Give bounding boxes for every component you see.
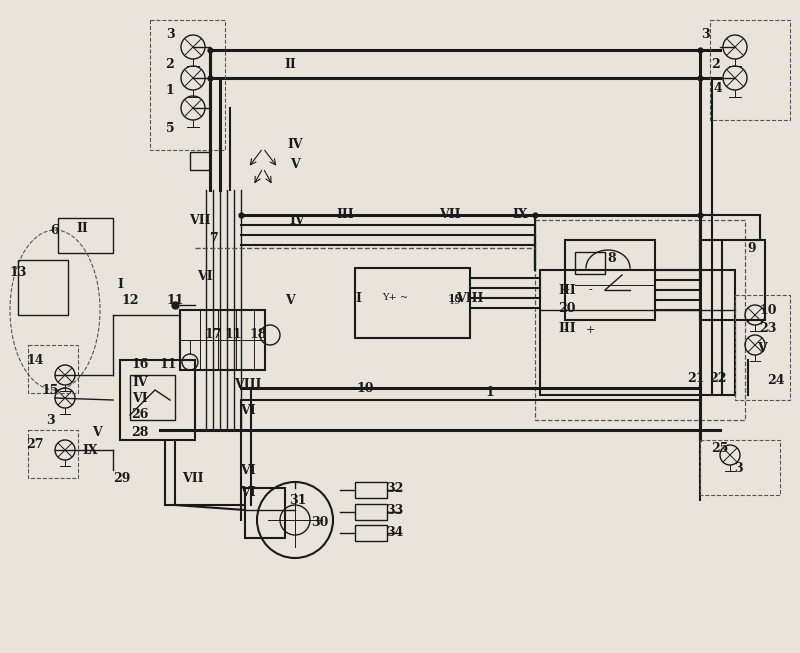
Text: V: V xyxy=(285,293,295,306)
Text: II: II xyxy=(284,59,296,71)
Text: 18: 18 xyxy=(250,328,266,342)
Bar xyxy=(120,360,195,440)
Text: III: III xyxy=(558,321,576,334)
Bar xyxy=(150,20,225,150)
Text: 2: 2 xyxy=(710,59,719,71)
Text: +: + xyxy=(560,285,570,295)
Text: 10: 10 xyxy=(356,381,374,394)
Bar xyxy=(710,20,790,120)
Text: VI: VI xyxy=(132,392,148,404)
Text: IX: IX xyxy=(512,208,528,221)
Text: 1: 1 xyxy=(166,84,174,97)
Text: VI: VI xyxy=(240,404,256,417)
Text: 28: 28 xyxy=(131,426,149,439)
Text: VIII: VIII xyxy=(456,291,484,304)
Text: 2: 2 xyxy=(166,59,174,71)
Text: 27: 27 xyxy=(26,439,44,451)
Bar xyxy=(18,260,68,315)
Bar xyxy=(355,504,387,520)
Text: IV: IV xyxy=(287,138,303,151)
Text: III: III xyxy=(558,283,576,296)
Text: 29: 29 xyxy=(114,471,130,485)
Text: Y+ ~: Y+ ~ xyxy=(382,293,408,302)
Text: 11: 11 xyxy=(224,328,242,342)
Text: -: - xyxy=(563,325,567,335)
Text: 31: 31 xyxy=(290,494,306,507)
Text: 14: 14 xyxy=(26,353,44,366)
Text: 4: 4 xyxy=(714,82,722,95)
Text: 30: 30 xyxy=(311,515,329,528)
Bar xyxy=(130,375,175,420)
Bar xyxy=(180,310,265,370)
Text: V: V xyxy=(757,342,767,355)
Text: 19: 19 xyxy=(449,298,461,306)
Bar xyxy=(540,270,735,395)
Text: 13: 13 xyxy=(10,266,26,278)
Text: 12: 12 xyxy=(122,293,138,306)
Text: 8: 8 xyxy=(608,251,616,264)
Bar xyxy=(535,220,745,420)
Text: 19: 19 xyxy=(447,293,462,304)
Text: I: I xyxy=(355,291,361,304)
Text: 11: 11 xyxy=(166,293,184,306)
Bar xyxy=(575,252,605,274)
Bar xyxy=(735,295,790,400)
Text: 23: 23 xyxy=(759,321,777,334)
Text: 16: 16 xyxy=(131,358,149,372)
Text: VII: VII xyxy=(182,471,204,485)
Text: 6: 6 xyxy=(50,223,59,236)
Text: I: I xyxy=(117,278,123,291)
Bar xyxy=(28,345,78,393)
Bar xyxy=(355,268,470,338)
Text: VI: VI xyxy=(240,485,256,498)
Text: 3: 3 xyxy=(734,462,742,475)
Text: 17: 17 xyxy=(204,328,222,342)
Text: II: II xyxy=(76,221,88,234)
Text: 32: 32 xyxy=(386,481,404,494)
Text: 20: 20 xyxy=(558,302,576,315)
Text: 34: 34 xyxy=(386,526,404,539)
Text: IX: IX xyxy=(82,443,98,456)
Text: 5: 5 xyxy=(166,121,174,135)
Text: IV: IV xyxy=(289,214,305,227)
Text: IV: IV xyxy=(132,375,148,389)
Text: 26: 26 xyxy=(131,409,149,421)
Text: 25: 25 xyxy=(711,441,729,454)
Text: 3: 3 xyxy=(166,29,174,42)
Text: 11: 11 xyxy=(159,358,177,372)
Text: VI: VI xyxy=(197,270,213,283)
Bar xyxy=(565,240,655,320)
Text: VII: VII xyxy=(439,208,461,221)
Text: 33: 33 xyxy=(386,503,404,517)
Text: 1: 1 xyxy=(486,387,494,400)
Bar xyxy=(355,482,387,498)
Text: 3: 3 xyxy=(701,29,710,42)
Text: III: III xyxy=(336,208,354,221)
Bar xyxy=(28,430,78,478)
Bar xyxy=(700,240,765,320)
Bar xyxy=(700,440,780,495)
Text: 22: 22 xyxy=(710,372,726,385)
Bar xyxy=(190,152,210,170)
Text: 9: 9 xyxy=(748,242,756,255)
Bar xyxy=(245,488,285,538)
Text: 7: 7 xyxy=(210,232,218,244)
Text: -: - xyxy=(588,285,592,295)
Text: VI: VI xyxy=(240,464,256,477)
Bar xyxy=(58,218,113,253)
Text: +: + xyxy=(586,325,594,335)
Text: VIII: VIII xyxy=(234,379,262,392)
Text: V: V xyxy=(290,159,300,172)
Text: VII: VII xyxy=(190,214,210,227)
Bar xyxy=(355,525,387,541)
Text: 21: 21 xyxy=(687,372,705,385)
Text: 10: 10 xyxy=(759,304,777,317)
Text: V: V xyxy=(92,426,102,439)
Text: 3: 3 xyxy=(46,413,54,426)
Text: 15: 15 xyxy=(42,383,58,396)
Text: 24: 24 xyxy=(767,374,785,387)
